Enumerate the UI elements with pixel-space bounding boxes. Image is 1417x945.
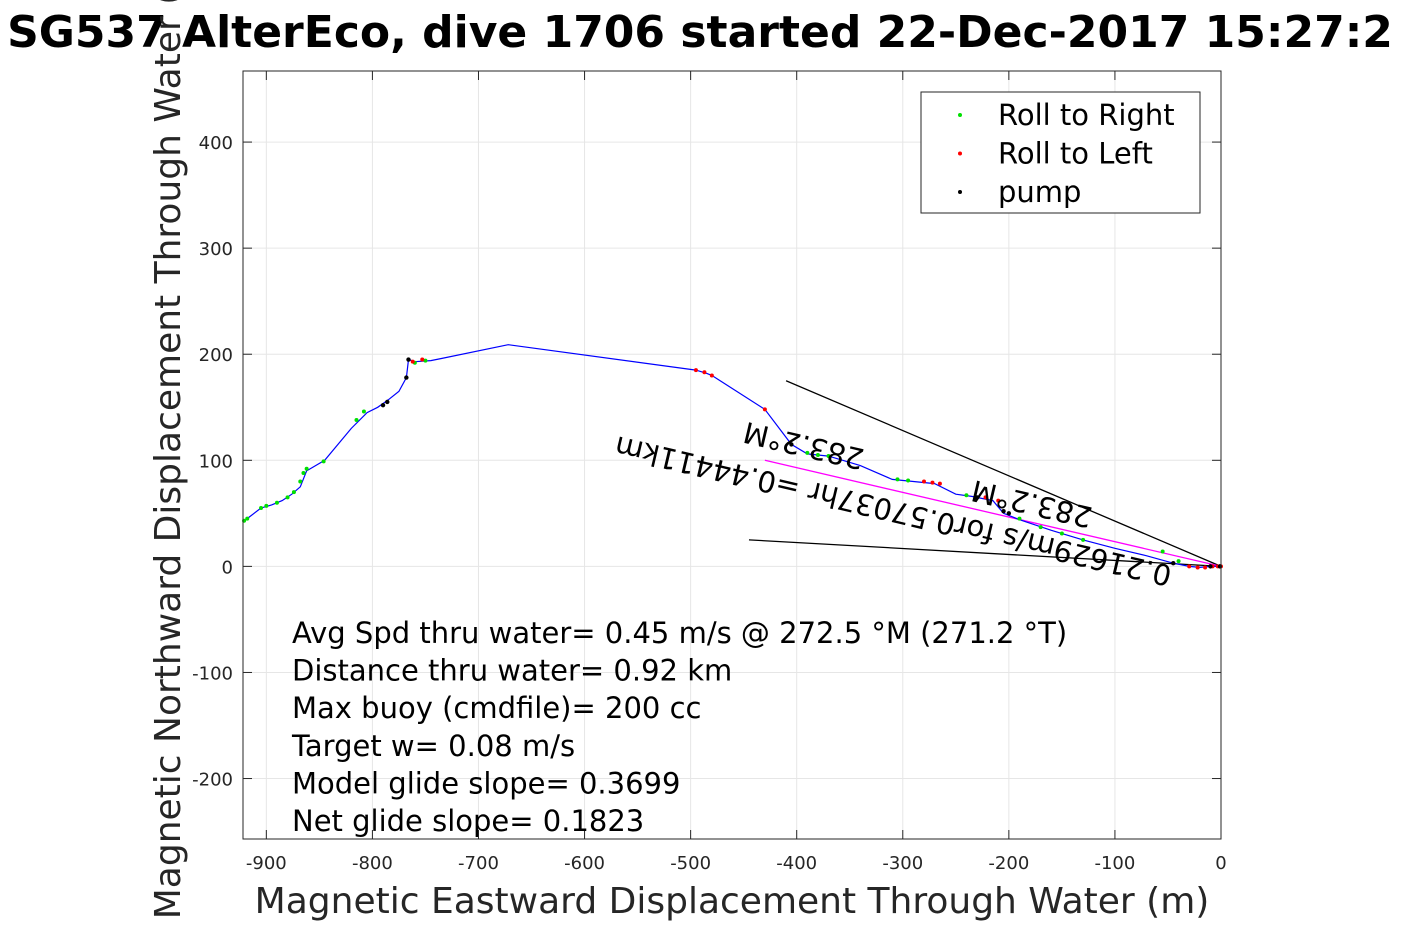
y-axis-label: Magnetic Northward Displacement Through …	[148, 0, 189, 919]
y-tick-label: 100	[199, 451, 233, 472]
pump-point	[1171, 560, 1176, 566]
y-tick-label: 0	[222, 557, 233, 578]
roll-left-point	[983, 495, 988, 500]
roll-right-point	[895, 477, 900, 482]
pump-point	[974, 495, 980, 500]
y-axis-ticks: -200 -100 0 100 200 300 400	[192, 133, 1221, 791]
roll-left-point	[996, 498, 1001, 503]
y-tick-label: -200	[192, 770, 233, 791]
x-axis-ticks: -900 -800 -700 -600 -500 -400 -300 -200 -100 0	[246, 71, 1227, 874]
roll-right-point	[1017, 516, 1022, 521]
pump-point	[404, 375, 409, 380]
roll-left-point	[762, 407, 767, 412]
x-tick-label: 0	[1215, 853, 1226, 874]
plot-frame	[242, 70, 1222, 840]
glider-track	[242, 344, 1221, 569]
x-tick-label: -500	[670, 853, 711, 874]
y-tick-label: 400	[199, 133, 233, 154]
x-tick-label: -200	[988, 853, 1029, 874]
current-lines	[748, 380, 1222, 568]
roll-left-point	[420, 357, 425, 362]
roll-right-point	[264, 503, 269, 508]
roll-left-point	[937, 481, 942, 486]
stat-line: Model glide slope= 0.3699	[292, 766, 680, 800]
legend-entry: pump	[998, 175, 1081, 209]
roll-right-point	[826, 454, 831, 459]
pump-point	[1001, 509, 1006, 514]
dive-stats: Avg Spd thru water= 0.45 m/s @ 272.5 °M …	[291, 616, 1067, 838]
y-tick-label: -100	[192, 663, 233, 684]
roll-left-point	[702, 370, 707, 375]
roll-right-point	[1059, 531, 1064, 536]
stat-line: Target w= 0.08 m/s	[291, 729, 575, 763]
y-tick-label: 300	[199, 239, 233, 260]
roll-right-point	[354, 417, 359, 422]
roll-right-point	[321, 459, 326, 464]
roll-right-point	[259, 506, 264, 511]
current-line	[748, 539, 1222, 568]
roll-right-point	[906, 478, 911, 483]
roll-right-point	[423, 358, 428, 363]
legend-entry: Roll to Left	[998, 137, 1153, 171]
legend: Roll to Right Roll to Left pump	[920, 91, 1201, 214]
roll-right-point	[815, 453, 820, 457]
roll-left-point	[410, 359, 415, 364]
x-axis-label: Magnetic Eastward Displacement Through W…	[255, 881, 1210, 922]
current-line	[764, 459, 1222, 568]
roll-left-point	[1203, 565, 1208, 570]
legend-box	[920, 91, 1201, 214]
current-line	[785, 380, 1222, 567]
x-tick-label: -400	[776, 853, 817, 874]
roll-right-point	[301, 471, 306, 476]
roll-left-point	[1187, 564, 1192, 569]
x-tick-label: -900	[246, 853, 287, 874]
stat-line: Distance thru water= 0.92 km	[292, 654, 732, 688]
x-tick-label: -300	[882, 853, 923, 874]
x-tick-label: -800	[352, 853, 393, 874]
roll-right-point	[304, 466, 309, 471]
roll-left-point	[921, 479, 926, 484]
roll-left-point	[930, 480, 935, 485]
x-tick-label: -100	[1094, 853, 1135, 874]
pump-point	[1006, 511, 1012, 516]
roll-right-point	[964, 493, 969, 498]
roll-right-point	[1081, 537, 1086, 542]
roll-right-point	[274, 500, 279, 505]
pump-point	[380, 402, 386, 408]
legend-marker	[958, 151, 962, 156]
x-tick-label: -700	[458, 853, 499, 874]
roll-left-point	[1195, 565, 1200, 570]
roll-right-point	[298, 479, 303, 484]
pump-point	[789, 442, 794, 447]
roll-right-point	[285, 495, 290, 500]
chart-title: SG537 AlterEco, dive 1706 started 22-Dec…	[7, 7, 1393, 58]
legend-entry: Roll to Right	[998, 98, 1175, 132]
pump-point	[406, 357, 411, 362]
x-tick-label: -600	[564, 853, 605, 874]
stat-line: Max buoy (cmdfile)= 200 cc	[292, 691, 701, 725]
roll-right-point	[245, 516, 250, 521]
roll-right-point	[805, 450, 810, 455]
roll-right-point	[1160, 549, 1165, 554]
roll-right-point	[1038, 525, 1043, 530]
legend-marker	[958, 113, 962, 117]
pump-point	[385, 399, 390, 405]
stat-line: Avg Spd thru water= 0.45 m/s @ 272.5 °M …	[292, 616, 1067, 650]
track-line	[242, 344, 1221, 569]
y-tick-label: 200	[199, 345, 233, 366]
roll-right-point	[361, 409, 366, 414]
pump-point	[1208, 564, 1213, 569]
roll-left-point	[709, 373, 714, 378]
roll-right-point	[1176, 559, 1181, 564]
roll-right-point	[291, 490, 296, 495]
roll-left-point	[693, 368, 698, 373]
stat-line: Net glide slope= 0.1823	[292, 804, 644, 838]
legend-marker	[958, 190, 962, 194]
